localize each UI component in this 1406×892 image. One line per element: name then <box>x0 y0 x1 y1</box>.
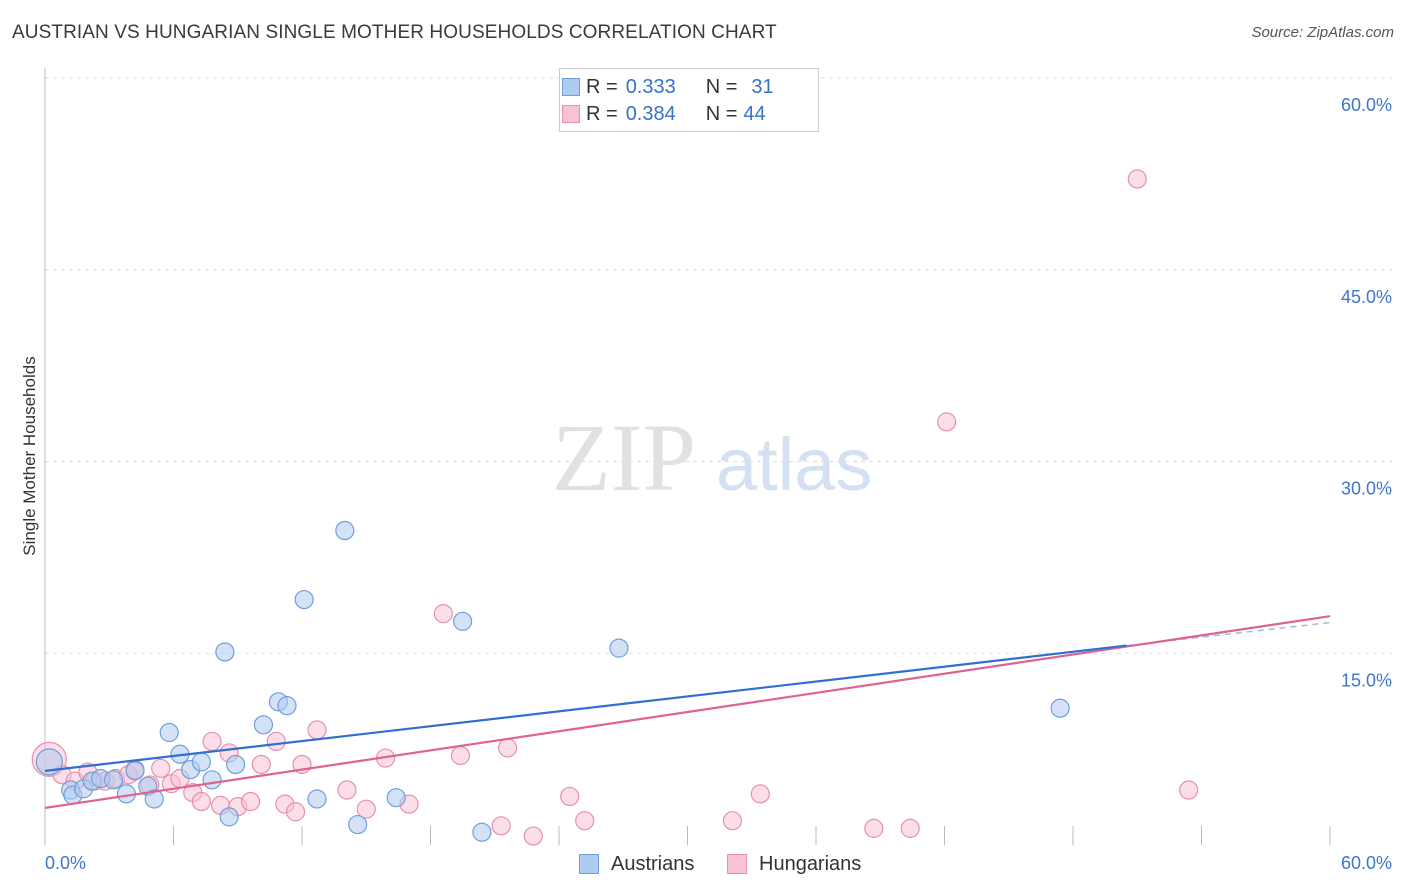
austrians-point <box>294 589 314 610</box>
austrians-point <box>35 748 63 776</box>
austrians-point <box>159 722 179 743</box>
hungarians-swatch <box>562 105 580 123</box>
hungarians-point <box>523 826 543 846</box>
austrians-r-label: R = <box>586 75 618 98</box>
austrians-point <box>386 788 406 808</box>
watermark-atlas: atlas <box>716 423 872 506</box>
austrians-r-value: 0.333 <box>625 75 676 98</box>
hungarians-point <box>560 786 580 807</box>
austrians-point <box>226 754 246 775</box>
hungarians-point <box>1179 780 1199 800</box>
grid-layer <box>45 77 1392 654</box>
austrians-point <box>335 520 355 541</box>
legend-item-austrians[interactable]: Austrians <box>579 852 694 876</box>
y-tick-label: 45.0% <box>1341 287 1392 307</box>
hungarians-point <box>491 816 511 836</box>
correlation-legend: R = 0.333 N = 31 R = 0.384 N = 44 <box>559 68 819 132</box>
hungarians-trend-line <box>44 615 1331 810</box>
source-label: Source: ZipAtlas.com <box>1251 24 1394 41</box>
austrians-point <box>453 611 473 631</box>
austrians-swatch <box>562 78 580 96</box>
hungarians-legend-swatch <box>727 854 747 874</box>
tick-labels: 15.0% 30.0% 45.0% 60.0% 0.0% 60.0% <box>45 95 1392 873</box>
hungarians-point <box>266 731 286 752</box>
axis-layer <box>44 68 1331 845</box>
hungarians-point <box>285 802 306 822</box>
y-tick-label: 30.0% <box>1341 479 1392 499</box>
legend-item-hungarians[interactable]: Hungarians <box>727 852 861 876</box>
hungarians-point <box>722 811 743 831</box>
austrians-point <box>277 696 297 716</box>
austrians-legend-swatch <box>579 854 599 874</box>
austrians-point <box>472 822 492 842</box>
austrians-point <box>1050 698 1070 718</box>
hungarians-point <box>356 799 376 819</box>
watermark-zip: ZIP <box>552 404 696 511</box>
legend-row-austrians: R = 0.333 N = 31 <box>562 75 774 99</box>
x-tick-label-max: 60.0% <box>1341 853 1392 873</box>
y-axis-label: Single Mother Households <box>20 356 39 555</box>
hungarians-n-label: N = <box>705 102 738 125</box>
austrians-n-label: N = <box>705 75 738 98</box>
hungarians-point <box>937 412 957 432</box>
austrians-point <box>103 770 124 790</box>
austrians-point <box>191 752 211 772</box>
hungarians-point <box>498 738 518 758</box>
hungarians-point <box>337 780 357 800</box>
legend-row-hungarians: R = 0.384 N = 44 <box>562 102 766 126</box>
austrians-point <box>348 814 368 835</box>
hungarians-legend-label: Hungarians <box>759 852 862 875</box>
hungarians-point <box>900 818 920 838</box>
austrians-point <box>125 761 145 781</box>
trend-lines <box>44 615 1331 810</box>
austrians-trend-line <box>44 644 1127 772</box>
austrians-point <box>253 715 274 735</box>
hungarians-n-value: 44 <box>743 102 766 125</box>
austrians-n-value: 31 <box>751 75 774 98</box>
y-tick-label: 15.0% <box>1341 670 1392 690</box>
hungarians-point <box>241 791 261 812</box>
hungarians-point <box>151 758 171 778</box>
hungarians-point <box>1127 169 1147 189</box>
hungarians-point <box>202 731 222 752</box>
watermark: ZIP atlas <box>552 404 872 511</box>
austrians-point <box>609 638 629 658</box>
chart-title: AUSTRIAN VS HUNGARIAN SINGLE MOTHER HOUS… <box>12 22 777 43</box>
hungarians-point <box>307 720 327 740</box>
hungarians-point <box>864 818 884 838</box>
austrians-legend-label: Austrians <box>611 852 695 875</box>
austrians-point <box>215 642 235 662</box>
x-tick-label-min: 0.0% <box>45 853 86 873</box>
austrians-point <box>307 789 327 809</box>
austrians-point <box>202 770 222 790</box>
hungarians-point <box>575 811 595 831</box>
hungarians-point <box>433 604 453 624</box>
austrians-point <box>219 807 239 827</box>
hungarians-r-value: 0.384 <box>625 102 676 125</box>
y-tick-label: 60.0% <box>1341 95 1392 115</box>
hungarians-point <box>750 784 770 804</box>
hungarians-point <box>251 754 271 775</box>
hungarians-r-label: R = <box>586 102 618 125</box>
hungarians-point <box>450 745 471 766</box>
austrians-point <box>144 789 164 809</box>
hungarians-point <box>191 791 211 812</box>
